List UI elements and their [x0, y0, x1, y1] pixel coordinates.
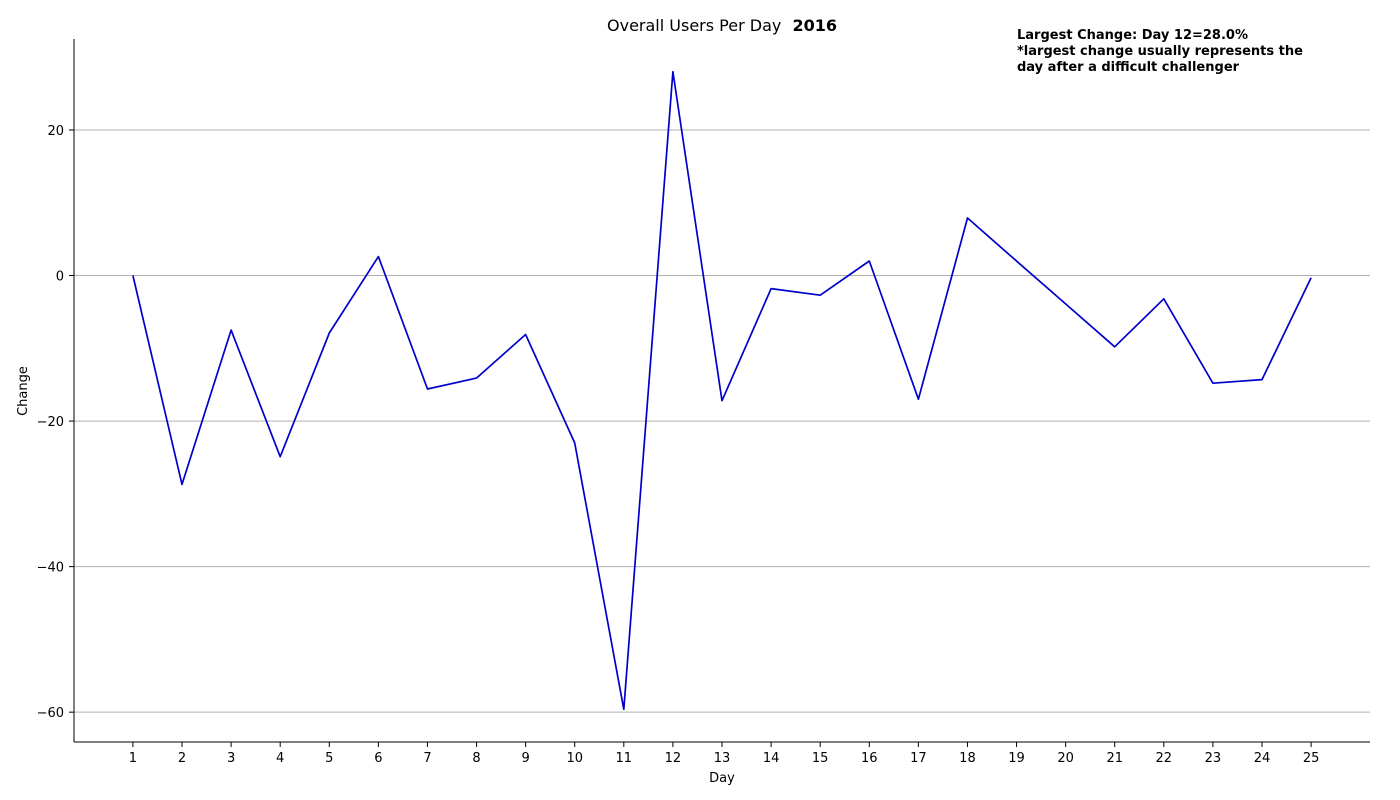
x-tick-label: 12: [665, 751, 682, 766]
series-layer: [132, 70, 1312, 711]
y-axis-label: Change: [16, 366, 31, 416]
x-tick-label: 3: [227, 751, 235, 766]
series-line: [132, 70, 1312, 711]
annotation-line-2: *largest change usually represents the: [1017, 44, 1303, 59]
y-axis-ticks: 20 0 −20 −40 −60: [37, 124, 74, 721]
x-tick-label: 10: [566, 751, 583, 766]
x-tick-label: 20: [1057, 751, 1074, 766]
x-tick-label: 5: [325, 751, 333, 766]
x-tick-label: 22: [1156, 751, 1173, 766]
x-axis-label: Day: [709, 771, 735, 786]
y-tick-label: −60: [37, 706, 64, 721]
x-tick-label: 18: [959, 751, 976, 766]
y-tick-label: 0: [56, 270, 64, 285]
x-tick-label: 9: [521, 751, 529, 766]
x-tick-label: 4: [276, 751, 284, 766]
x-tick-label: 8: [472, 751, 480, 766]
x-tick-label: 2: [178, 751, 186, 766]
y-tick-label: −40: [37, 561, 64, 576]
chart-title-main: Overall Users Per Day: [607, 16, 781, 35]
x-tick-label: 11: [616, 751, 633, 766]
x-tick-label: 15: [812, 751, 829, 766]
annotation-line-3: day after a difficult challenger: [1017, 60, 1240, 75]
x-tick-label: 13: [714, 751, 731, 766]
x-tick-label: 25: [1303, 751, 1320, 766]
x-tick-label: 17: [910, 751, 927, 766]
y-tick-label: −20: [37, 415, 64, 430]
x-tick-label: 14: [763, 751, 780, 766]
chart-title: Overall Users Per Day 2016: [607, 16, 837, 35]
grid-lines: [74, 129, 1370, 713]
annotation-line-1: Largest Change: Day 12=28.0%: [1017, 28, 1248, 43]
x-tick-label: 6: [374, 751, 382, 766]
chart-title-year: 2016: [792, 16, 837, 35]
x-tick-label: 21: [1106, 751, 1123, 766]
x-tick-label: 16: [861, 751, 878, 766]
x-axis-ticks: 1 2 3 4 5 6 7 8 9 10 11 12 13 14 15 16 17 18 19 20 21 22 23 24 2…: [129, 742, 1320, 766]
x-tick-label: 23: [1205, 751, 1222, 766]
x-tick-label: 24: [1254, 751, 1271, 766]
annotation-box: Largest Change: Day 12=28.0% *largest ch…: [1017, 28, 1303, 75]
x-tick-label: 7: [423, 751, 431, 766]
x-tick-label: 1: [129, 751, 137, 766]
y-tick-label: 20: [47, 124, 64, 139]
x-tick-label: 19: [1008, 751, 1025, 766]
